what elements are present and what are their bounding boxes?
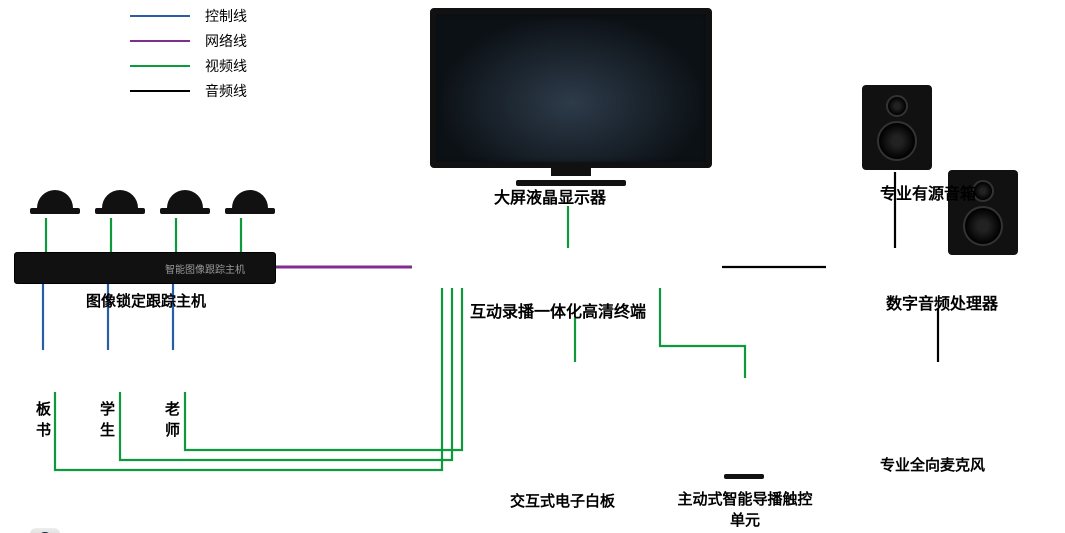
legend-text-network: 网络线 — [205, 31, 247, 51]
dome-camera-4 — [225, 190, 275, 214]
ptz-label-3: 老 师 — [165, 398, 180, 440]
legend-line-control — [130, 15, 190, 17]
legend-text-video: 视频线 — [205, 56, 247, 76]
dome-camera-3 — [160, 190, 210, 214]
speaker-left — [862, 85, 932, 170]
dome-camera-2 — [95, 190, 145, 214]
tracking-host-panel-text: 智能图像跟踪主机 — [165, 261, 245, 276]
recording-terminal-label: 互动录播一体化高清终端 — [470, 298, 646, 322]
legend-line-network — [130, 40, 190, 42]
tracking-host: 智能图像跟踪主机 — [14, 252, 276, 284]
ptz-label-1: 板 书 — [36, 398, 51, 440]
legend-line-audio — [130, 90, 190, 92]
legend-line-video — [130, 65, 190, 67]
tracking-host-label: 图像锁定跟踪主机 — [86, 290, 206, 311]
legend-text-control: 控制线 — [205, 6, 247, 26]
legend-text-audio: 音频线 — [205, 81, 247, 101]
interactive-whiteboard-label: 交互式电子白板 — [510, 490, 615, 511]
omnidirectional-mic-label: 专业全向麦克风 — [880, 454, 985, 475]
large-lcd-label: 大屏液晶显示器 — [494, 184, 606, 208]
wire-video-8 — [55, 288, 442, 470]
ptz-camera-1 — [20, 520, 70, 533]
large-lcd-display — [430, 8, 712, 186]
touch-stand — [724, 474, 764, 479]
wire-video-12 — [660, 288, 745, 378]
speakers-label: 专业有源音箱 — [880, 180, 976, 204]
touch-control-label: 主动式智能导播触控 单元 — [660, 488, 830, 530]
ptz-label-2: 学 生 — [100, 398, 115, 440]
dome-camera-1 — [30, 190, 80, 214]
audio-processor-label: 数字音频处理器 — [886, 290, 998, 314]
wire-video-10 — [185, 288, 462, 450]
